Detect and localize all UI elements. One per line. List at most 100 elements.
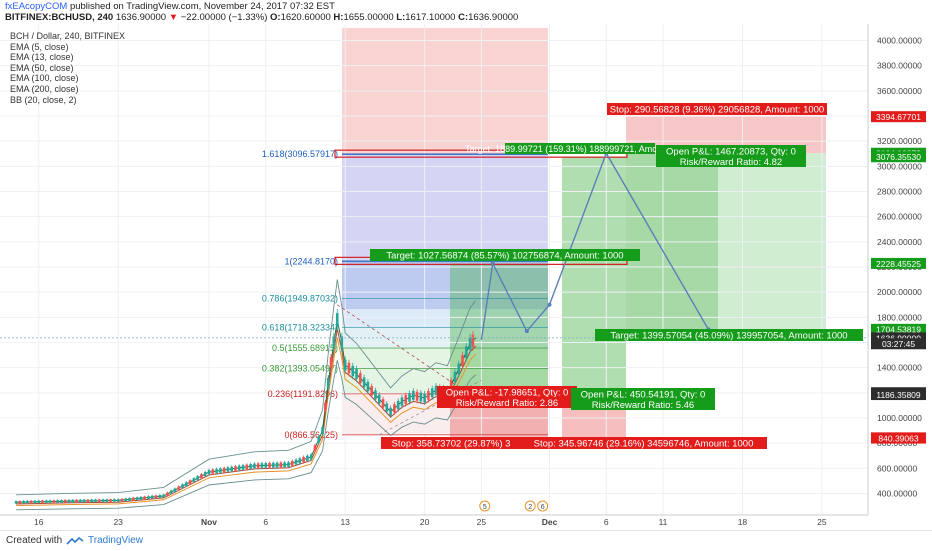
legend-item[interactable]: EMA (5, close)	[10, 41, 69, 52]
candle-body	[427, 390, 430, 400]
rr-label-top[interactable]: Risk/Reward Ratio: 4.82	[680, 157, 782, 168]
price-tick-label: 3200.00000	[877, 136, 922, 146]
candle-body	[313, 445, 317, 452]
candle-body	[237, 465, 241, 471]
time-tick-label: Dec	[542, 517, 558, 527]
target-label-mid[interactable]: Target: 1027.56874 (85.57%) 102756874, A…	[386, 250, 623, 261]
candle-body	[283, 462, 286, 468]
candle-body	[264, 463, 268, 468]
candle-body	[385, 403, 389, 412]
time-tick-label: 23	[113, 517, 123, 527]
candle-body	[461, 355, 464, 367]
candle-body	[374, 390, 377, 400]
price-axis-marker-box	[871, 389, 926, 401]
candle-body	[41, 500, 44, 503]
low-value: 1617.10000	[405, 12, 456, 23]
time-tick-label: 25	[477, 517, 487, 527]
price-tick-label: 3000.00000	[877, 161, 922, 171]
open-pl-label-left[interactable]: Open P&L: -17.98651, Qty: 0	[446, 387, 569, 398]
fib-level-label: 0.618(1718.32334)	[262, 323, 338, 333]
legend-item[interactable]: EMA (200, close)	[10, 83, 79, 94]
price-tick-label: 1800.00000	[877, 312, 922, 322]
target-zone-right	[562, 156, 626, 395]
candle-body	[324, 402, 327, 411]
last-price: 1636.90000	[115, 12, 167, 23]
price-axis-marker[interactable]: 3076.35530	[876, 152, 921, 162]
projection-point	[547, 302, 552, 307]
time-tick-label: 11	[659, 517, 668, 527]
candle-body	[82, 499, 86, 503]
candle-body	[355, 368, 358, 380]
candle-body	[309, 454, 313, 460]
open-label: O:	[270, 12, 281, 23]
candle-body	[468, 337, 472, 350]
candle-body	[415, 391, 419, 401]
legend-item[interactable]: EMA (50, close)	[10, 62, 74, 73]
price-axis-marker[interactable]: 1186.35809	[876, 390, 921, 400]
open-pl-label-mid[interactable]: Open P&L: 450.54191, Qty: 0	[581, 389, 706, 400]
target-zone-far	[626, 153, 718, 330]
price-chart[interactable]: 1.618(3096.57917) 1(2244.8170) 0.786(1949.…	[0, 24, 932, 530]
candle-body	[109, 499, 112, 502]
candle-body	[230, 466, 233, 472]
target-label-top[interactable]: Target: 1889.99721 (159.31%) 188999721, …	[465, 144, 695, 154]
bollinger-lower-band	[16, 360, 476, 511]
rr-label-mid[interactable]: Risk/Reward Ratio: 5.46	[592, 400, 694, 411]
open-pl-label-top[interactable]: Open P&L: 1467.20873, Qty: 0	[666, 146, 796, 157]
close-label: C:	[458, 12, 469, 23]
legend-item[interactable]: EMA (13, close)	[10, 52, 74, 63]
price-axis-marker[interactable]: 3394.67701	[876, 112, 921, 122]
candle-body	[430, 388, 434, 398]
stop-label-left[interactable]: Stop: 358.73702 (29.87%) 3	[392, 438, 511, 449]
fib-level-label: 1(2244.8170)	[284, 256, 338, 266]
candle-body	[120, 498, 124, 502]
open-pl-label-mid-box	[571, 388, 715, 400]
rr-label-left[interactable]: Risk/Reward Ratio: 2.86	[456, 398, 558, 409]
price-axis-marker[interactable]: 03:27:45	[882, 339, 915, 349]
price-axis-marker[interactable]: 840.39063	[878, 433, 918, 443]
legend-item[interactable]: EMA (100, close)	[10, 73, 79, 84]
price-axis-marker[interactable]: 1704.53819	[876, 325, 921, 335]
open-value: 1620.60000	[280, 12, 331, 23]
price-axis-marker[interactable]: 1636.90000	[876, 333, 921, 343]
down-arrow-icon: ▼	[168, 12, 179, 23]
candle-body	[45, 500, 48, 503]
open-pl-label-left-box	[437, 386, 577, 398]
symbol-name: BITFINEX:BCHUSD, 240	[5, 12, 114, 23]
event-marker-icon[interactable]	[537, 500, 549, 512]
candle-body	[343, 359, 347, 371]
candle-body	[97, 499, 101, 502]
candle-body	[33, 500, 37, 504]
candle-body	[177, 486, 181, 490]
candle-body	[306, 455, 309, 461]
candle-body	[48, 500, 52, 503]
candle-body	[105, 499, 109, 502]
high-value: 1655.00000	[343, 12, 394, 23]
rr-label-left-box	[437, 397, 577, 408]
fib-level-label: 0.5(1555.68915)	[272, 343, 338, 353]
legend-item[interactable]: BB (20, close, 2)	[10, 94, 77, 105]
price-axis-marker[interactable]: 2228.45525	[876, 259, 921, 269]
stop-label-top[interactable]: Stop: 290.56828 (9.36%) 29056828, Amount…	[610, 104, 824, 115]
candle-body	[423, 393, 426, 403]
candle-body	[188, 480, 192, 484]
price-axis[interactable]: 400.00000600.00000800.000001000.00000120…	[867, 24, 932, 515]
tradingview-brand[interactable]: TradingView	[88, 535, 144, 546]
time-axis[interactable]: 16 23 Nov 6 13 20 25 Dec 6 11 18 25	[0, 514, 868, 527]
price-tick-label: 2400.00000	[877, 237, 922, 247]
event-marker-icon[interactable]	[479, 500, 491, 512]
candle-body	[347, 362, 351, 374]
price-tick-label: 3600.00000	[877, 86, 922, 96]
fib-level-label: 0.236(1191.8296)	[268, 389, 338, 399]
stop-label-mid[interactable]: Stop: 345.96746 (29.16%) 34596746, Amoun…	[534, 438, 754, 449]
price-tick-label: 400.00000	[877, 489, 917, 499]
author-link[interactable]: fxEAcopyCOM	[5, 1, 68, 12]
open-pl-label-top-box	[656, 145, 806, 157]
fibonacci-retracement[interactable]: 1.618(3096.57917) 1(2244.8170) 0.786(1949.…	[262, 149, 628, 440]
trade-annotations[interactable]: Stop: 290.56828 (9.36%) 29056828, Amount…	[370, 103, 863, 512]
target-label-right[interactable]: Target: 1399.57054 (45.09%) 139957054, A…	[610, 330, 847, 341]
candle-body	[139, 496, 143, 500]
candle-body	[200, 474, 203, 479]
candle-body	[404, 395, 408, 404]
event-marker-icon[interactable]	[524, 500, 536, 512]
